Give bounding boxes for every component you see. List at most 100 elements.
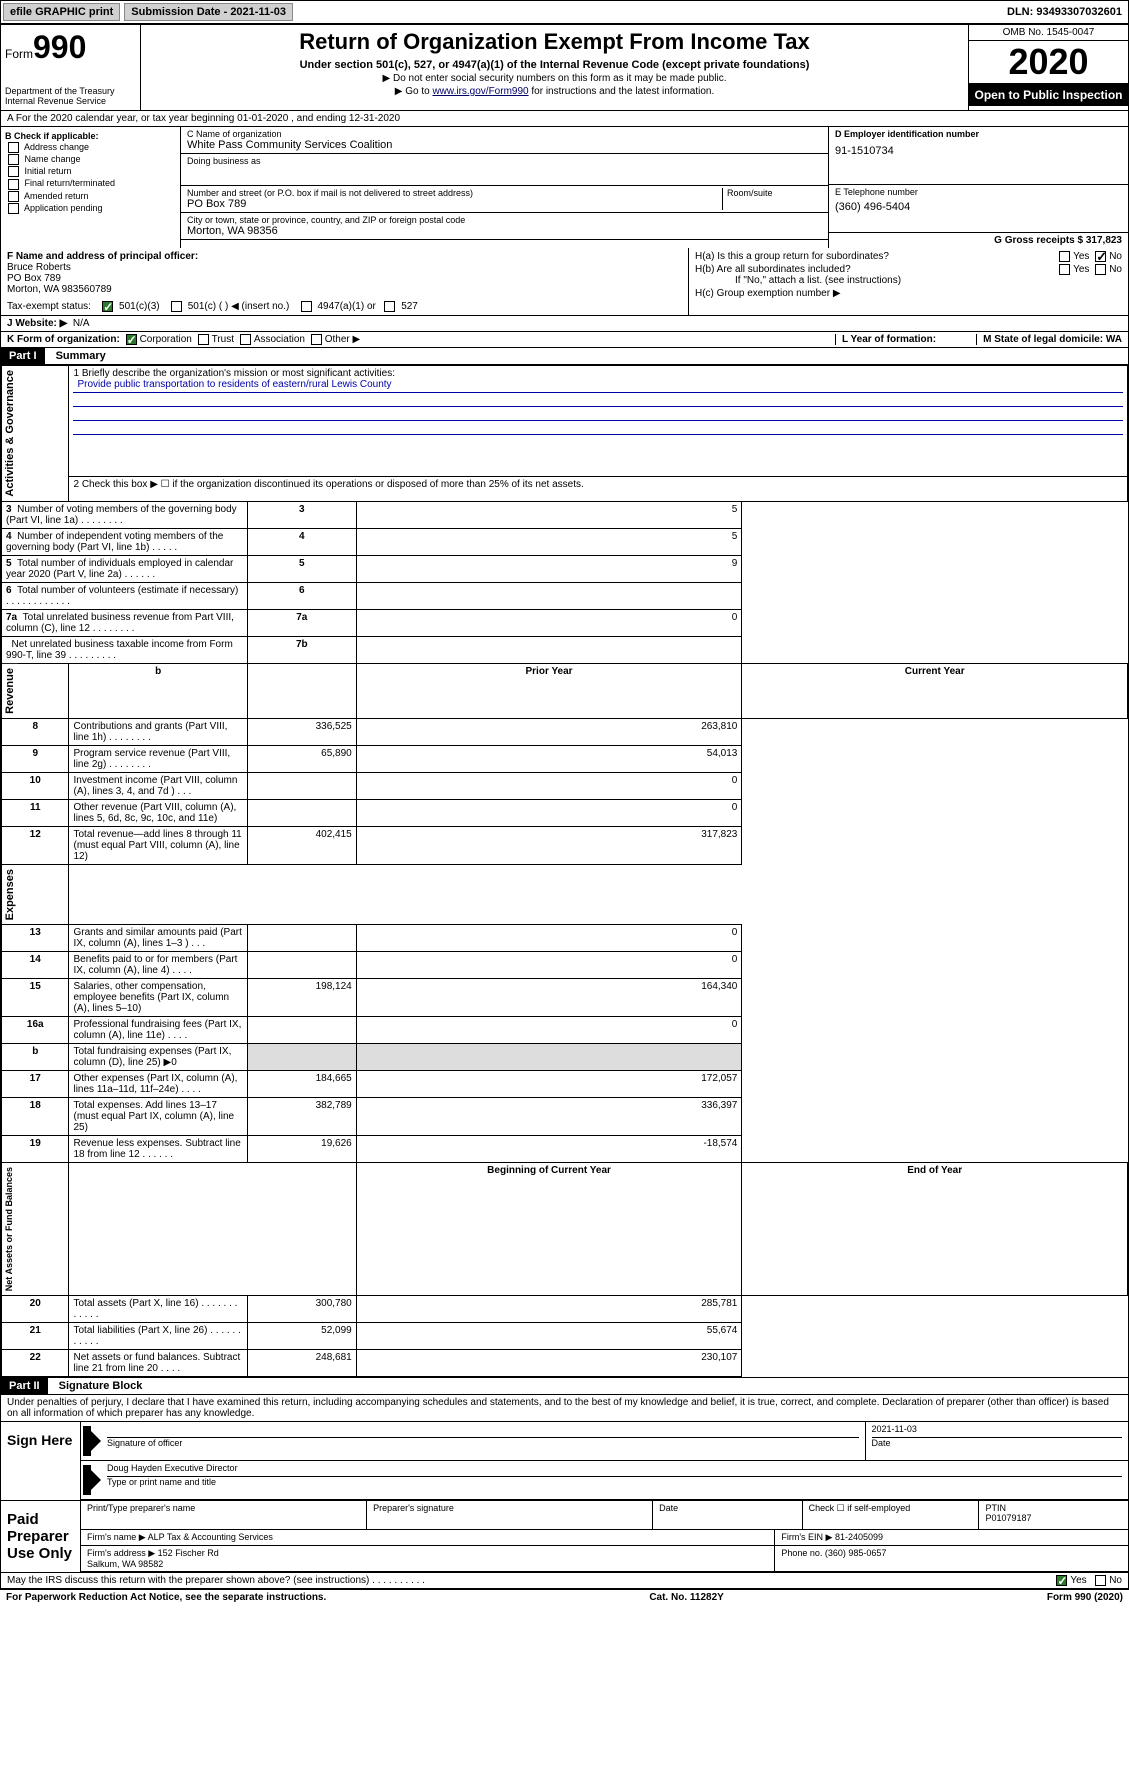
col-f: F Name and address of principal officer:… [1,248,688,315]
firm-ein: 81-2405099 [835,1532,883,1542]
officer-name: Bruce Roberts [7,262,682,273]
arrow-icon [83,1426,91,1456]
current-year-value: 0 [356,1016,742,1043]
revenue-label: Revenue [2,664,18,718]
submission-date-button[interactable]: Submission Date - 2021-11-03 [124,3,293,21]
chk-527[interactable] [384,301,395,312]
col-b-checkboxes: B Check if applicable: Address change Na… [1,127,181,248]
colb-checkbox[interactable] [8,203,19,214]
colb-checkbox[interactable] [8,142,19,153]
prior-year-value: 402,415 [247,826,356,864]
ha-no[interactable] [1095,251,1106,262]
phone-value: (360) 496-5404 [835,201,1122,213]
ag-value [356,636,742,663]
current-year-value: 0 [356,924,742,951]
expenses-label: Expenses [2,865,18,924]
current-year-value: 317,823 [356,826,742,864]
line-a: A For the 2020 calendar year, or tax yea… [1,111,1128,127]
colb-checkbox[interactable] [8,166,19,177]
note-ssn: ▶ Do not enter social security numbers o… [149,73,960,84]
colb-checkbox[interactable] [8,179,19,190]
ptin-value: P01079187 [985,1513,1122,1523]
prior-year-value: 382,789 [247,1097,356,1135]
note-link: ▶ Go to www.irs.gov/Form990 for instruct… [149,86,960,97]
discuss-no[interactable] [1095,1575,1106,1586]
officer-name-title: Doug Hayden Executive Director [107,1463,1122,1477]
chk-trust[interactable] [198,334,209,345]
part-i-table: Activities & Governance 1 Briefly descri… [1,365,1128,1377]
chk-corp[interactable] [126,334,137,345]
dba-label: Doing business as [187,156,822,166]
hb-no[interactable] [1095,264,1106,275]
header-right-box: OMB No. 1545-0047 2020 Open to Public In… [968,25,1128,110]
current-year-value: 230,107 [356,1350,742,1377]
ag-value: 9 [356,555,742,582]
perjury-statement: Under penalties of perjury, I declare th… [1,1395,1128,1421]
current-year-value: 0 [356,951,742,978]
ag-value [356,582,742,609]
colb-checkbox[interactable] [8,191,19,202]
discuss-line: May the IRS discuss this return with the… [0,1573,1129,1589]
chk-501c3[interactable] [102,301,113,312]
org-name: White Pass Community Services Coalition [187,139,822,151]
boy-hdr: Beginning of Current Year [356,1162,742,1295]
paid-preparer-block: Paid Preparer Use Only Print/Type prepar… [0,1501,1129,1573]
part-i-title: Summary [48,348,114,364]
ag-value: 5 [356,501,742,528]
current-year-hdr: Current Year [742,663,1128,718]
prior-year-value: 65,890 [247,745,356,772]
current-year-value: 0 [356,772,742,799]
current-year-value: -18,574 [356,1135,742,1162]
eoy-hdr: End of Year [742,1162,1128,1295]
sig-date-label: Date [872,1438,1123,1448]
officer-addr1: PO Box 789 [7,273,682,284]
ag-value: 0 [356,609,742,636]
current-year-value: 263,810 [356,718,742,745]
q1: 1 Briefly describe the organization's mi… [73,368,1123,379]
colb-item: Amended return [5,191,176,202]
sig-officer-label: Signature of officer [107,1438,859,1448]
city-value: Morton, WA 98356 [187,225,822,237]
chk-assoc[interactable] [240,334,251,345]
paid-preparer-label: Paid Preparer Use Only [1,1501,81,1572]
taxexempt-label: Tax-exempt status: [7,301,91,312]
current-year-value: 336,397 [356,1097,742,1135]
addr-label: Number and street (or P.O. box if mail i… [187,188,722,198]
colb-checkbox[interactable] [8,154,19,165]
prior-year-value: 300,780 [247,1296,356,1323]
ag-label: Activities & Governance [2,366,18,501]
omb-number: OMB No. 1545-0047 [969,25,1128,41]
netassets-label: Net Assets or Fund Balances [2,1163,16,1295]
form-title: Return of Organization Exempt From Incom… [149,29,960,55]
ein-value: 91-1510734 [835,145,1122,157]
current-year-value: 54,013 [356,745,742,772]
prior-year-value: 52,099 [247,1323,356,1350]
discuss-yes[interactable] [1056,1575,1067,1586]
officer-addr2: Morton, WA 983560789 [7,284,682,295]
part-ii-title: Signature Block [51,1378,151,1394]
sign-here-block: Sign Here Signature of officer 2021-11-0… [0,1422,1129,1501]
efile-print-button[interactable]: efile GRAPHIC print [3,3,120,21]
chk-other[interactable] [311,334,322,345]
prior-year-value: 248,681 [247,1350,356,1377]
current-year-value: 172,057 [356,1070,742,1097]
city-label: City or town, state or province, country… [187,215,822,225]
chk-501c[interactable] [171,301,182,312]
q2: 2 Check this box ▶ ☐ if the organization… [69,477,1128,502]
topbar: efile GRAPHIC print Submission Date - 20… [0,0,1129,24]
colb-item: Final return/terminated [5,178,176,189]
prior-year-value: 184,665 [247,1070,356,1097]
hb-yes[interactable] [1059,264,1070,275]
irs-link[interactable]: www.irs.gov/Form990 [432,86,528,97]
chk-4947[interactable] [301,301,312,312]
colb-item: Address change [5,142,176,153]
prior-year-value [247,1016,356,1043]
website-value: N/A [73,318,90,329]
header-title-box: Return of Organization Exempt From Incom… [141,25,968,110]
sig-date: 2021-11-03 [872,1424,1123,1438]
ein-label: D Employer identification number [835,129,1122,139]
ha-yes[interactable] [1059,251,1070,262]
year-formation: L Year of formation: [835,334,976,345]
phone-label: E Telephone number [835,187,1122,197]
form-header: Form990 Department of the Treasury Inter… [0,24,1129,111]
